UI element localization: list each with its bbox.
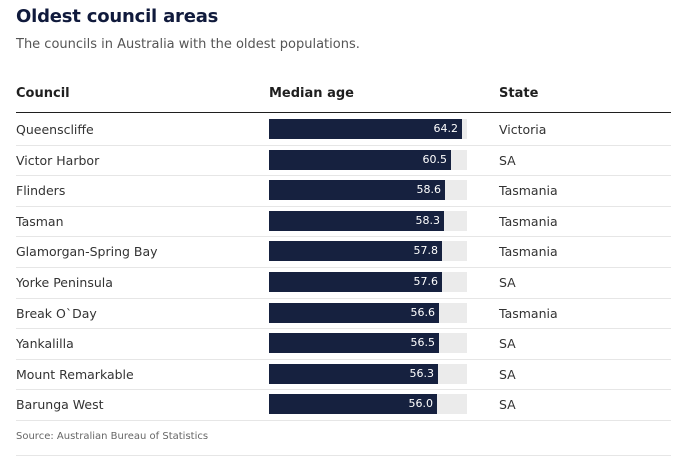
chart-title: Oldest council areas xyxy=(16,6,219,27)
bar-track: 58.3 xyxy=(269,210,467,231)
table-row: Mount Remarkable 56.3 SA xyxy=(16,360,671,391)
table-body: Queenscliffe 64.2 Victoria Victor Harbor 60.… xyxy=(16,115,671,421)
council-name: Tasman xyxy=(16,213,64,229)
council-name: Break O`Day xyxy=(16,305,97,321)
state-name: SA xyxy=(499,152,516,168)
bar-track: 56.3 xyxy=(269,363,467,384)
council-name: Queenscliffe xyxy=(16,122,94,137)
median-age-value: 60.5 xyxy=(422,152,448,166)
footer-divider xyxy=(16,455,671,456)
state-name: Victoria xyxy=(499,122,547,137)
state-name: SA xyxy=(499,274,516,290)
state-name: SA xyxy=(499,336,516,352)
median-age-bar: 57.6 xyxy=(269,271,442,292)
median-age-value: 56.3 xyxy=(409,366,435,380)
source-note: Source: Australian Bureau of Statistics xyxy=(16,431,209,442)
council-name: Flinders xyxy=(16,183,66,199)
table-row: Yorke Peninsula 57.6 SA xyxy=(16,268,671,299)
median-age-bar: 56.0 xyxy=(269,394,437,415)
state-name: Tasmania xyxy=(499,183,558,199)
header-state: State xyxy=(499,86,539,101)
median-age-value: 57.6 xyxy=(413,274,439,288)
median-age-value: 58.3 xyxy=(415,213,441,227)
bar-track: 57.6 xyxy=(269,271,467,292)
state-name: SA xyxy=(499,366,516,382)
median-age-value: 58.6 xyxy=(416,183,442,197)
median-age-bar: 56.3 xyxy=(269,363,438,384)
bar-track: 56.5 xyxy=(269,333,467,354)
median-age-value: 57.8 xyxy=(413,244,439,258)
median-age-bar: 58.6 xyxy=(269,180,445,201)
table-row: Tasman 58.3 Tasmania xyxy=(16,207,671,238)
median-age-value: 56.0 xyxy=(408,397,434,411)
table-row: Glamorgan-Spring Bay 57.8 Tasmania xyxy=(16,237,671,268)
median-age-bar: 57.8 xyxy=(269,241,442,262)
council-name: Yankalilla xyxy=(16,336,74,352)
state-name: Tasmania xyxy=(499,305,558,321)
header-median-age: Median age xyxy=(269,86,354,101)
council-name: Victor Harbor xyxy=(16,152,100,168)
table-row: Barunga West 56.0 SA xyxy=(16,390,671,421)
header-council: Council xyxy=(16,86,70,101)
state-name: SA xyxy=(499,397,516,413)
median-age-bar: 64.2 xyxy=(269,119,462,139)
table-row: Victor Harbor 60.5 SA xyxy=(16,146,671,177)
bar-track: 58.6 xyxy=(269,180,467,201)
table-header: Council Median age State xyxy=(16,86,671,113)
bar-track: 64.2 xyxy=(269,119,467,139)
bar-track: 57.8 xyxy=(269,241,467,262)
median-age-value: 56.5 xyxy=(410,336,436,350)
bar-track: 56.6 xyxy=(269,302,467,323)
state-name: Tasmania xyxy=(499,244,558,260)
median-age-bar: 58.3 xyxy=(269,210,444,231)
council-name: Glamorgan-Spring Bay xyxy=(16,244,158,260)
table-row: Break O`Day 56.6 Tasmania xyxy=(16,299,671,330)
state-name: Tasmania xyxy=(499,213,558,229)
median-age-value: 56.6 xyxy=(410,305,436,319)
table-row: Yankalilla 56.5 SA xyxy=(16,329,671,360)
table-row: Queenscliffe 64.2 Victoria xyxy=(16,115,671,146)
median-age-bar: 60.5 xyxy=(269,149,451,170)
median-age-bar: 56.5 xyxy=(269,333,439,354)
bar-track: 56.0 xyxy=(269,394,467,415)
median-age-value: 64.2 xyxy=(433,122,459,135)
chart-subtitle: The councils in Australia with the oldes… xyxy=(16,37,360,52)
council-name: Barunga West xyxy=(16,397,104,413)
median-age-bar: 56.6 xyxy=(269,302,439,323)
council-name: Yorke Peninsula xyxy=(16,274,113,290)
bar-track: 60.5 xyxy=(269,149,467,170)
table-row: Flinders 58.6 Tasmania xyxy=(16,176,671,207)
council-name: Mount Remarkable xyxy=(16,366,134,382)
